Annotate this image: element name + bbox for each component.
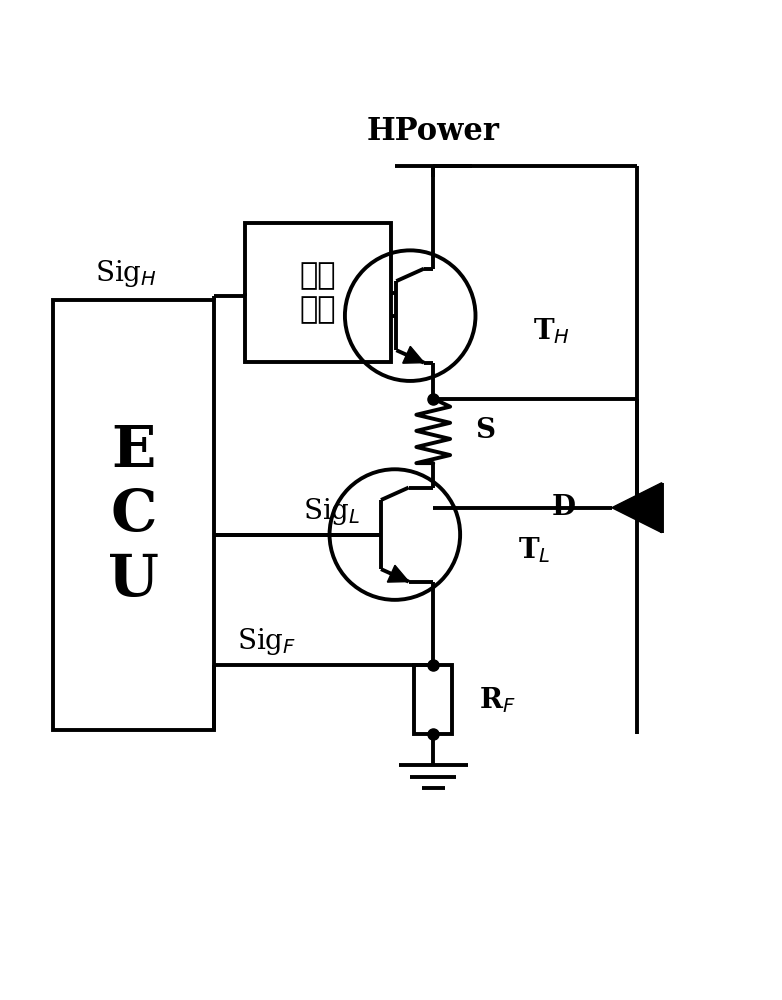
Bar [245,223,391,362]
Polygon shape [612,483,662,533]
Polygon shape [403,346,424,363]
Text: 浮动
驱动: 浮动 驱动 [300,261,336,324]
Text: S: S [475,417,496,444]
Text: Sig$_L$: Sig$_L$ [303,496,361,527]
Text: HPower: HPower [367,116,500,147]
Bar [53,300,214,730]
Text: E
C
U: E C U [108,423,159,608]
Text: T$_L$: T$_L$ [518,535,551,565]
Text: Sig$_H$: Sig$_H$ [95,258,157,289]
Text: D: D [551,494,576,521]
Text: Sig$_F$: Sig$_F$ [238,626,296,657]
Text: R$_F$: R$_F$ [479,685,516,715]
Text: T$_H$: T$_H$ [533,316,570,346]
Polygon shape [387,565,409,582]
Bar [414,665,453,734]
